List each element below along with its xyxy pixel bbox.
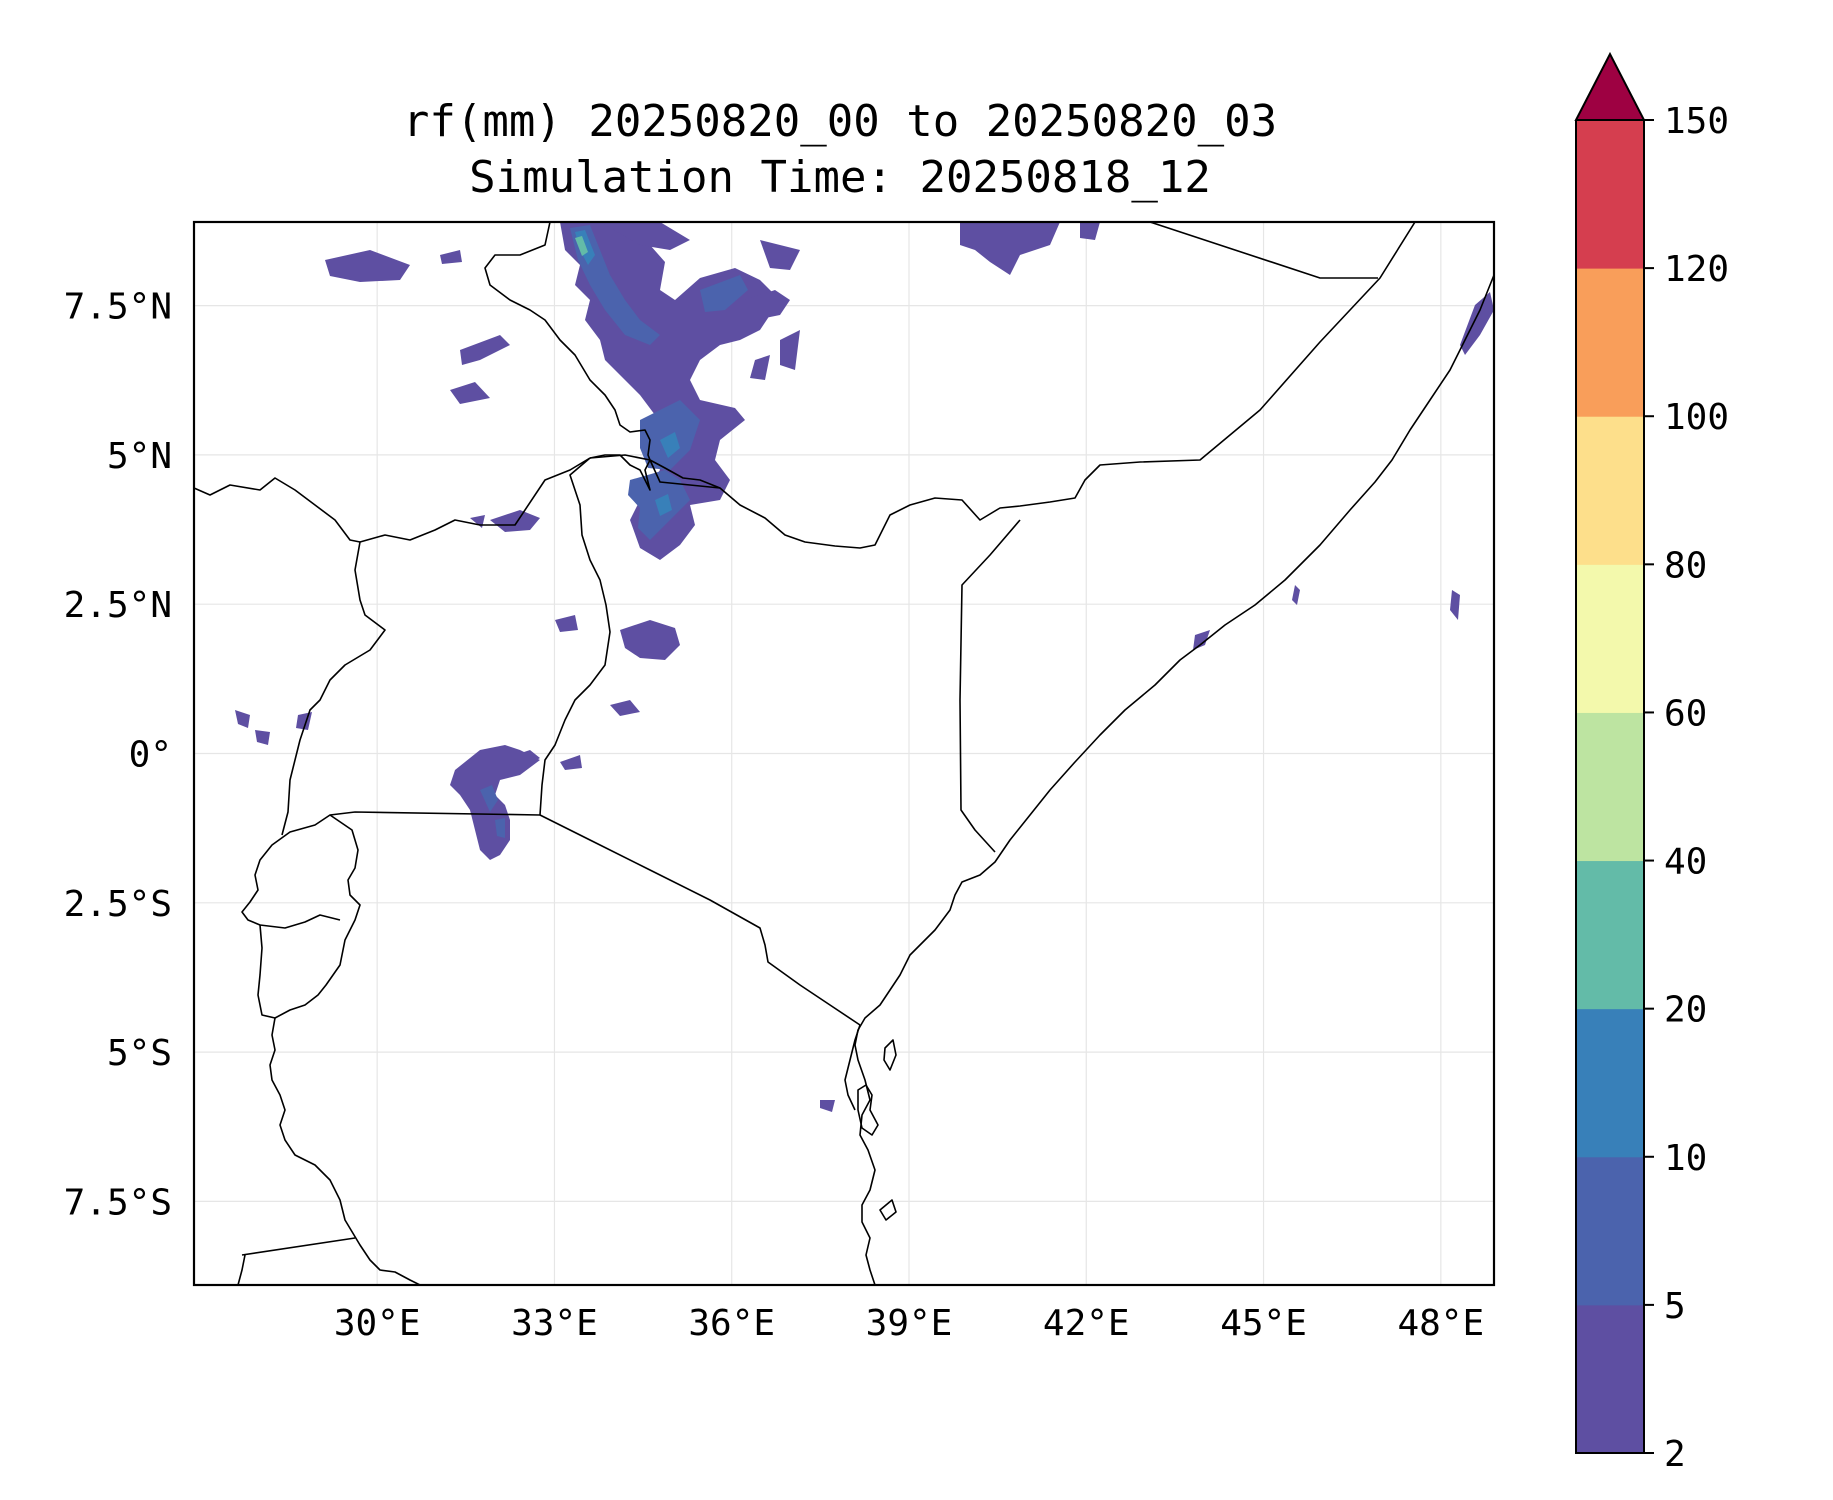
colorbar-segment: [1576, 1304, 1644, 1454]
rain-peak-ethiopia: [575, 230, 680, 516]
colorbar-segment: [1576, 860, 1644, 1010]
border-kenya-tanzania: [539, 814, 861, 1026]
island-zanzibar: [857, 1039, 897, 1221]
colorbar-tick-label: 40: [1664, 842, 1707, 883]
lat-tick-label: 5°S: [107, 1033, 172, 1074]
lon-tick-label: 42°E: [1043, 1303, 1130, 1344]
lat-tick-label: 2.5°S: [64, 884, 172, 925]
colorbar-extend-arrow: [1574, 51, 1646, 121]
border-tanzania-west: [237, 1017, 421, 1285]
lat-tick-label: 2.5°N: [64, 585, 172, 626]
coast-dar-es-salaam: [844, 1024, 861, 1111]
lat-tick-label: 0°: [129, 735, 172, 776]
chart-title-line1: rf(mm) 20250820_00 to 20250820_03: [403, 96, 1277, 147]
lon-tick-label: 33°E: [511, 1303, 598, 1344]
lon-tick-label: 30°E: [334, 1303, 421, 1344]
colorbar: 2 5 10 20 40 60 80 100 120 150: [1574, 51, 1729, 1475]
map-panel: 30°E 33°E 36°E 39°E 42°E 45°E 48°E 7.5°N 5°N 2.5…: [64, 220, 1496, 1344]
colorbar-tick-label: 80: [1664, 545, 1707, 586]
rain-area-ethiopia-highlands: [960, 222, 1100, 275]
border-ilemi: [589, 454, 721, 489]
colorbar-segment: [1576, 1008, 1644, 1158]
chart-title-line2: Simulation Time: 20250818_12: [469, 152, 1211, 203]
rain-core-lake-victoria: [480, 785, 505, 838]
colorbar-segment: [1576, 564, 1644, 713]
lat-tick-label: 5°N: [107, 436, 172, 477]
colorbar-segment: [1576, 712, 1644, 862]
lon-tick-label: 39°E: [866, 1303, 953, 1344]
rainfall-field: [235, 222, 1494, 1112]
colorbar-segment: [1576, 120, 1644, 269]
border-yemen-ethiopia: [1149, 222, 1378, 279]
rain-area-ethiopia-north: [600, 222, 800, 380]
rain-area-south-sudan-west: [325, 250, 510, 404]
colorbar-tick-label: 120: [1664, 249, 1729, 290]
colorbar-tick-label: 20: [1664, 990, 1707, 1031]
border-uganda-kenya: [539, 457, 611, 816]
colorbar-segment: [1576, 416, 1644, 565]
lon-tick-label: 45°E: [1220, 1303, 1307, 1344]
rain-core-ethiopia: [570, 225, 748, 540]
border-south-sudan-north: [194, 222, 651, 543]
colorbar-tick-label: 2: [1664, 1434, 1686, 1475]
lon-tick-label: 36°E: [688, 1303, 775, 1344]
colorbar-frame: [1575, 120, 1645, 1454]
border-kenya-somalia: [959, 519, 1021, 853]
country-borders: [194, 222, 1494, 1285]
border-rwanda-burundi-drc: [241, 811, 541, 1019]
map-frame: [192, 220, 1496, 1287]
colorbar-segment: [1576, 1156, 1644, 1306]
lat-tick-label: 7.5°N: [64, 287, 172, 328]
colorbar-tick-label: 150: [1664, 101, 1729, 142]
gridlines: [194, 222, 1494, 1285]
lat-tick-labels: 7.5°N 5°N 2.5°N 0° 2.5°S 5°S 7.5°S: [64, 287, 172, 1224]
colorbar-segment: [1576, 268, 1644, 417]
coastline-east-africa: [854, 274, 1494, 1285]
lon-tick-labels: 30°E 33°E 36°E 39°E 42°E 45°E 48°E: [334, 1303, 1484, 1344]
lat-tick-label: 7.5°S: [64, 1182, 172, 1223]
border-somalia-ethiopia: [589, 222, 1416, 549]
colorbar-tick-label: 60: [1664, 693, 1707, 734]
colorbar-tick-label: 100: [1664, 397, 1729, 438]
rain-peak-heavy: [575, 236, 588, 256]
colorbar-tick-label: 10: [1664, 1138, 1707, 1179]
border-south-sudan-uganda: [281, 457, 591, 836]
colorbar-tick-label: 5: [1664, 1286, 1686, 1327]
lon-tick-label: 48°E: [1397, 1303, 1484, 1344]
